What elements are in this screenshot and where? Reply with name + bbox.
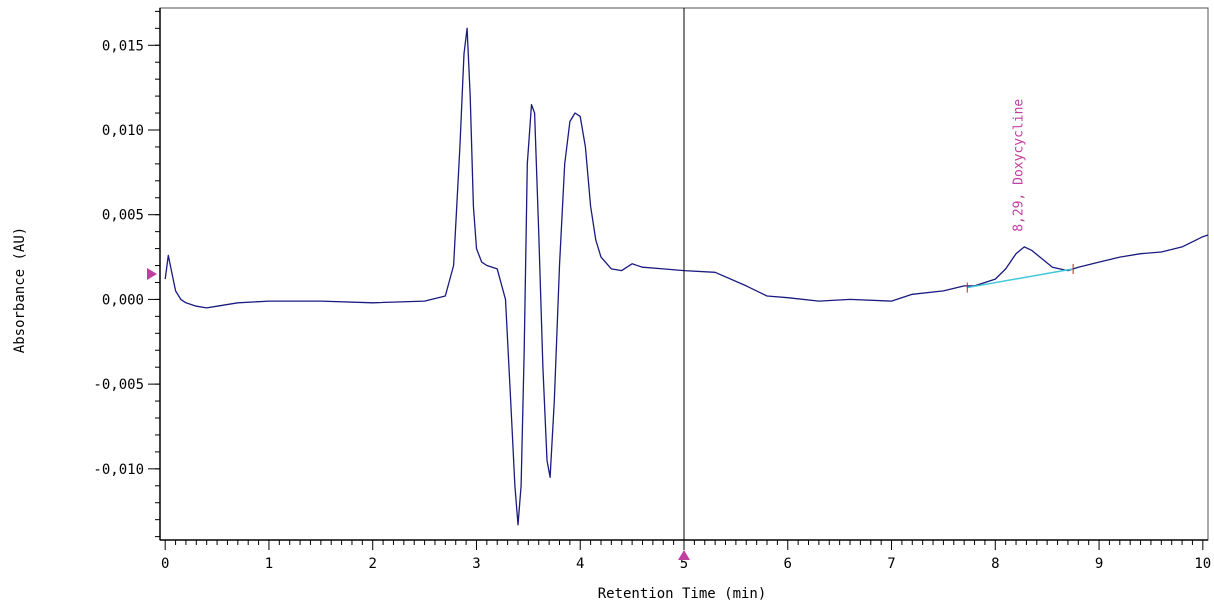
x-tick-label: 8 xyxy=(991,556,999,572)
x-tick-label: 10 xyxy=(1194,556,1211,572)
y-tick-label: 0,005 xyxy=(102,208,144,224)
x-axis-title: Retention Time (min) xyxy=(598,586,767,602)
x-axis: 0 1 2 3 4 5 6 7 8 9 10 xyxy=(161,540,1211,572)
overlay-layer: 8,29, Doxycycline xyxy=(147,8,1074,560)
x-tick-label: 2 xyxy=(368,556,376,572)
integration-baseline xyxy=(967,268,1074,289)
y-tick-label: 0,015 xyxy=(102,38,144,54)
series-layer xyxy=(164,27,1209,526)
x-tick-label: 3 xyxy=(472,556,480,572)
y-tick-label: 0,000 xyxy=(102,292,144,308)
y-tick-label: -0,005 xyxy=(93,377,144,393)
peak-annotation: 8,29, Doxycycline xyxy=(1011,99,1026,232)
x-tick-label: 5 xyxy=(680,556,688,572)
y-axis: 0,015 0,010 0,005 0,000 -0,005 -0,010 xyxy=(93,10,160,538)
y-axis-title: Absorbance (AU) xyxy=(12,227,28,353)
y-tick-label: -0,010 xyxy=(93,462,144,478)
y-tick-label: 0,010 xyxy=(102,123,144,139)
baseline-marker xyxy=(147,268,157,280)
x-tick-label: 0 xyxy=(161,556,169,572)
x-tick-label: 9 xyxy=(1095,556,1103,572)
x-tick-label: 6 xyxy=(784,556,792,572)
chromatogram-trace xyxy=(164,27,1209,526)
cursor-marker xyxy=(678,550,690,560)
x-tick-label: 4 xyxy=(576,556,584,572)
x-tick-label: 1 xyxy=(265,556,273,572)
x-tick-label: 7 xyxy=(887,556,895,572)
